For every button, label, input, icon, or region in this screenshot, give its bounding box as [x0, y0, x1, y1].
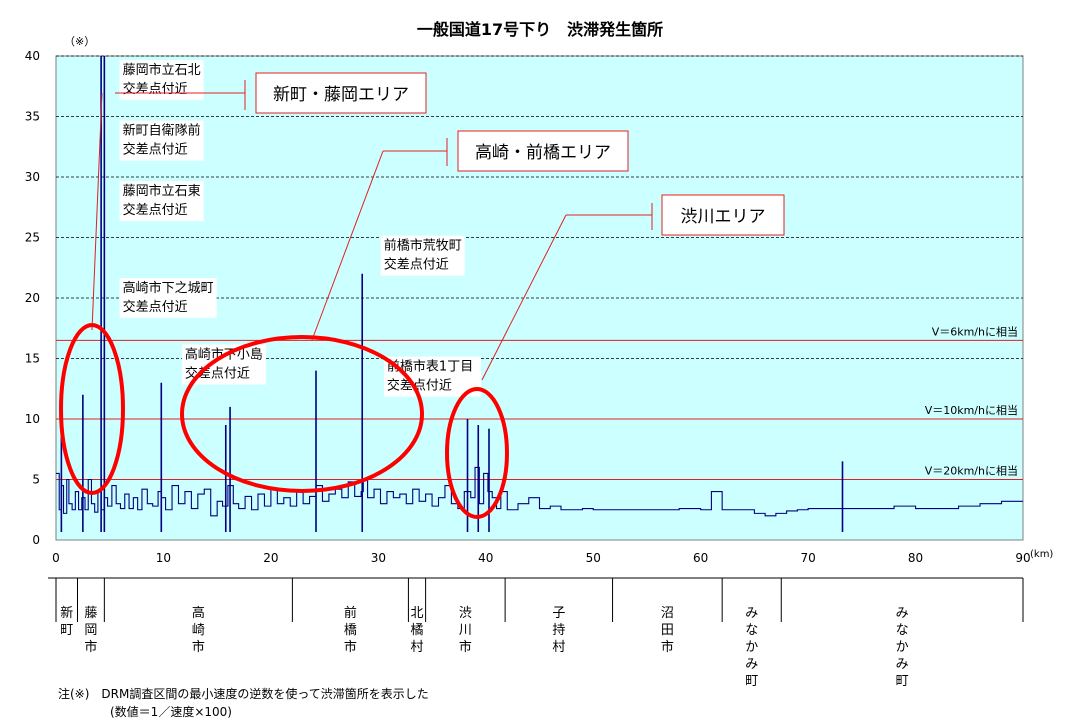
- reference-label: V＝6km/hに相当: [932, 324, 1018, 338]
- annotation-text: 高崎市下之城町: [123, 280, 214, 296]
- area-label: 新町・藤岡エリア: [273, 85, 409, 105]
- annotation-text: 前橋市荒牧町: [384, 238, 462, 254]
- annotation-text: 藤岡市立石東: [123, 183, 201, 199]
- annotation-box: [383, 356, 481, 397]
- municipality-name-char: 崎: [192, 623, 205, 638]
- annotation-text: 交差点付近: [123, 202, 188, 218]
- callout-leader: [311, 150, 384, 341]
- y-tick-label: 25: [25, 231, 40, 245]
- annotation-text: 新町自衛隊前: [123, 123, 201, 139]
- y-tick-label: 0: [32, 533, 40, 547]
- spikes: [60, 56, 844, 532]
- municipality-name-char: 川: [459, 623, 472, 638]
- y-tick-label: 30: [25, 170, 40, 184]
- area-label-box: [457, 130, 629, 172]
- municipality-name-char: な: [745, 623, 758, 638]
- annotation-box: [380, 235, 465, 276]
- x-tick-label: 0: [52, 551, 60, 565]
- x-axis: 0 10 20 30 40 50 60 70 80 90: [52, 551, 1030, 565]
- reference-label: V＝10km/hに相当: [925, 403, 1018, 417]
- annotation-box: [119, 120, 204, 161]
- x-tick-label: 40: [478, 551, 493, 565]
- annotation-box: [119, 181, 204, 222]
- municipality-name-char: 高: [192, 605, 205, 621]
- callout-leader: [91, 92, 103, 331]
- x-tick-label: 30: [371, 551, 386, 565]
- municipality-name-char: 町: [896, 674, 909, 689]
- annotation-text: 交差点付近: [384, 257, 449, 273]
- municipality-name-char: 市: [661, 639, 674, 655]
- municipality-name-char: 岡: [84, 623, 97, 638]
- callout-leader: [481, 214, 567, 381]
- municipality-name-char: 市: [84, 639, 97, 655]
- municipality-name-char: 橋: [344, 623, 357, 638]
- municipality-name-char: 村: [411, 640, 424, 655]
- footnote-1: 注(※) DRM調査区間の最小速度の逆数を使って渋滞箇所を表示した: [58, 686, 429, 701]
- y-tick-label: 10: [25, 412, 40, 426]
- x-tick-label: 70: [800, 551, 815, 565]
- chart-title: 一般国道17号下り 渋滞発生箇所: [417, 20, 663, 39]
- municipality-name-char: か: [896, 640, 909, 655]
- annotation-box: [119, 277, 217, 318]
- municipality-name-char: 子: [552, 606, 565, 621]
- municipality-name-char: 田: [661, 623, 674, 638]
- x-tick-label: 20: [263, 551, 278, 565]
- municipality-name-char: み: [745, 657, 758, 672]
- x-tick-label: 50: [586, 551, 601, 565]
- annotation-text: 交差点付近: [123, 299, 188, 315]
- footnote-2: (数値＝1／速度×100): [110, 704, 232, 719]
- municipality-name-char: 沼: [661, 606, 674, 621]
- municipality-name-char: 藤: [84, 606, 97, 621]
- municipality-name-char: 北: [411, 606, 424, 621]
- municipality-name-char: み: [896, 606, 909, 621]
- municipality-name-char: 市: [344, 639, 357, 655]
- x-tick-label: 10: [156, 551, 171, 565]
- municipality-name-char: 町: [60, 623, 73, 638]
- y-unit-label: （※）: [64, 35, 95, 48]
- y-tick-label: 15: [25, 352, 40, 366]
- annotation-text: 交差点付近: [387, 378, 452, 394]
- area-label-box: [255, 72, 427, 114]
- x-unit-label: (km): [1030, 549, 1053, 560]
- annotation-text: 前橋市表1丁目: [387, 359, 473, 375]
- reference-label: V＝20km/hに相当: [925, 464, 1018, 478]
- municipality-name-char: 市: [192, 639, 205, 655]
- annotation-text: 交差点付近: [123, 142, 188, 158]
- y-tick-label: 5: [32, 473, 40, 487]
- municipality-name-char: 新: [60, 605, 73, 621]
- municipality-name-char: か: [745, 640, 758, 655]
- municipality-name-char: み: [896, 657, 909, 672]
- municipality-name-char: 町: [745, 674, 758, 689]
- municipality-name-char: 前: [344, 605, 357, 621]
- municipality-name-char: 村: [552, 640, 565, 655]
- y-tick-label: 40: [25, 49, 40, 63]
- annotation-text: 藤岡市立石北: [123, 62, 201, 78]
- x-tick-label: 90: [1015, 551, 1030, 565]
- area-label: 渋川エリア: [681, 207, 766, 227]
- highlight-ellipse: [445, 387, 509, 519]
- reference-lines: V＝6km/hに相当 V＝10km/hに相当 V＝20km/hに相当: [56, 324, 1023, 480]
- highlight-ellipse: [59, 323, 125, 495]
- municipality-name-char: 橘: [411, 622, 424, 638]
- x-tick-label: 80: [908, 551, 923, 565]
- municipality-name-char: 持: [552, 623, 565, 638]
- municipality-name-char: な: [896, 623, 909, 638]
- municipality-name-char: 渋: [459, 606, 472, 621]
- annotation-text: 交差点付近: [123, 81, 188, 97]
- y-axis: 0 5 10 15 20 25 30 35 40: [25, 49, 40, 547]
- area-label: 高崎・前橋エリア: [475, 143, 611, 163]
- municipality-name-char: み: [745, 606, 758, 621]
- x-tick-label: 60: [693, 551, 708, 565]
- municipality-name-char: 市: [459, 639, 472, 655]
- y-tick-label: 20: [25, 291, 40, 305]
- area-label-box: [661, 194, 785, 236]
- highlight-ellipse: [180, 335, 424, 493]
- y-tick-label: 35: [25, 110, 40, 124]
